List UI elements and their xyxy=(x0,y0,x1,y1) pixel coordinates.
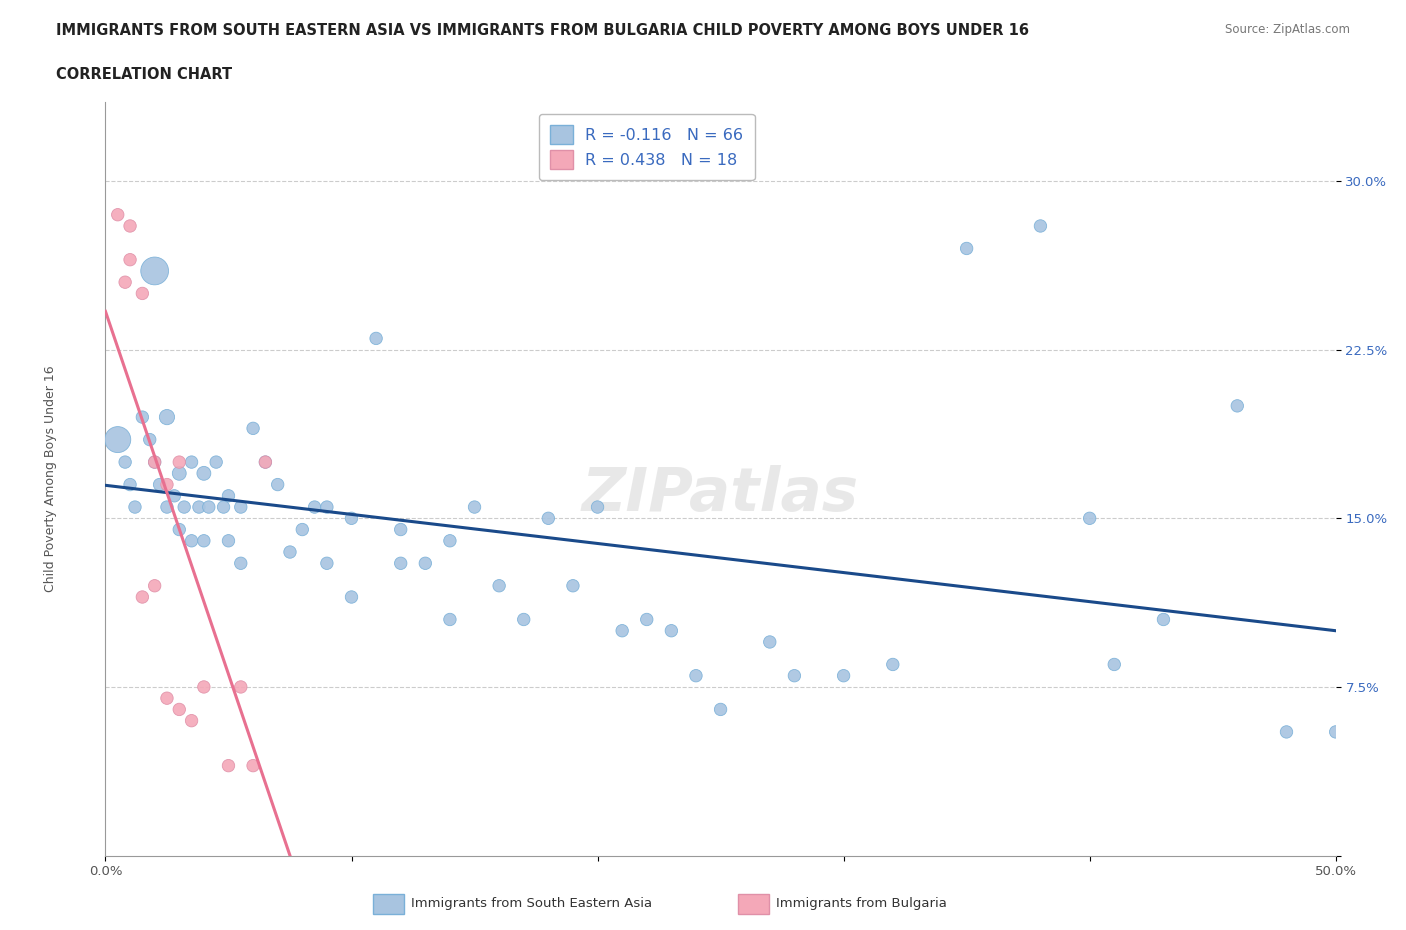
Point xyxy=(832,669,855,684)
Legend: R = -0.116   N = 66, R = 0.438   N = 18: R = -0.116 N = 66, R = 0.438 N = 18 xyxy=(538,114,755,179)
Text: CORRELATION CHART: CORRELATION CHART xyxy=(56,67,232,82)
Point xyxy=(143,263,166,278)
Point xyxy=(143,455,166,470)
Point xyxy=(156,499,179,514)
Point xyxy=(229,556,252,571)
Point xyxy=(562,578,585,593)
Point xyxy=(169,522,191,537)
Text: IMMIGRANTS FROM SOUTH EASTERN ASIA VS IMMIGRANTS FROM BULGARIA CHILD POVERTY AMO: IMMIGRANTS FROM SOUTH EASTERN ASIA VS IM… xyxy=(56,23,1029,38)
Point xyxy=(120,477,141,492)
Point xyxy=(169,455,191,470)
Point xyxy=(218,533,240,548)
Point xyxy=(180,455,202,470)
Point xyxy=(131,590,153,604)
Point xyxy=(254,455,277,470)
Point xyxy=(488,578,510,593)
Point xyxy=(218,488,240,503)
Point xyxy=(315,499,337,514)
Point xyxy=(229,680,252,695)
Point xyxy=(340,511,363,525)
Point xyxy=(188,499,211,514)
Point xyxy=(586,499,609,514)
Point xyxy=(882,657,904,671)
Point xyxy=(304,499,326,514)
Point xyxy=(107,207,129,222)
Y-axis label: Child Poverty Among Boys Under 16: Child Poverty Among Boys Under 16 xyxy=(44,365,56,592)
FancyBboxPatch shape xyxy=(738,894,769,914)
Point xyxy=(1078,511,1101,525)
Point xyxy=(131,286,153,301)
Point xyxy=(156,477,179,492)
Point xyxy=(120,252,141,267)
Point xyxy=(107,432,129,447)
Point xyxy=(169,466,191,481)
Point xyxy=(636,612,658,627)
Point xyxy=(340,590,363,604)
Point xyxy=(163,488,186,503)
Point xyxy=(254,455,277,470)
Point xyxy=(143,455,166,470)
Point xyxy=(131,410,153,425)
Point xyxy=(1324,724,1347,739)
Point xyxy=(956,241,979,256)
Point xyxy=(439,533,461,548)
Point xyxy=(149,477,172,492)
Point xyxy=(114,455,136,470)
Point xyxy=(1275,724,1298,739)
Point xyxy=(439,612,461,627)
Point xyxy=(193,680,215,695)
Point xyxy=(537,511,560,525)
Text: ZIPatlas: ZIPatlas xyxy=(582,464,859,524)
Point xyxy=(1226,398,1249,413)
Point xyxy=(1029,219,1052,233)
Point xyxy=(169,702,191,717)
Point xyxy=(389,556,412,571)
Text: Immigrants from Bulgaria: Immigrants from Bulgaria xyxy=(776,897,948,910)
Text: Immigrants from South Eastern Asia: Immigrants from South Eastern Asia xyxy=(411,897,651,910)
Point xyxy=(114,274,136,289)
Point xyxy=(120,219,141,233)
Point xyxy=(124,499,146,514)
Point xyxy=(180,533,202,548)
Point xyxy=(156,410,179,425)
Point xyxy=(205,455,228,470)
Point xyxy=(180,713,202,728)
Point xyxy=(464,499,486,514)
Point xyxy=(267,477,290,492)
Point xyxy=(366,331,388,346)
Point xyxy=(229,499,252,514)
Point xyxy=(218,758,240,773)
Point xyxy=(173,499,195,514)
Point xyxy=(513,612,536,627)
FancyBboxPatch shape xyxy=(373,894,404,914)
Point xyxy=(1102,657,1125,671)
Point xyxy=(661,623,683,638)
Point xyxy=(759,634,782,649)
Point xyxy=(143,578,166,593)
Point xyxy=(138,432,162,447)
Point xyxy=(193,533,215,548)
Point xyxy=(197,499,219,514)
Point xyxy=(193,466,215,481)
Point xyxy=(413,556,436,571)
Point xyxy=(783,669,806,684)
Point xyxy=(212,499,235,514)
Point xyxy=(278,545,301,560)
Point xyxy=(291,522,314,537)
Point xyxy=(1153,612,1175,627)
Point xyxy=(242,421,264,436)
Point xyxy=(315,556,337,571)
Point xyxy=(710,702,733,717)
Point xyxy=(610,623,633,638)
Point xyxy=(685,669,707,684)
Point xyxy=(242,758,264,773)
Text: Source: ZipAtlas.com: Source: ZipAtlas.com xyxy=(1225,23,1350,36)
Point xyxy=(389,522,412,537)
Point xyxy=(156,691,179,706)
